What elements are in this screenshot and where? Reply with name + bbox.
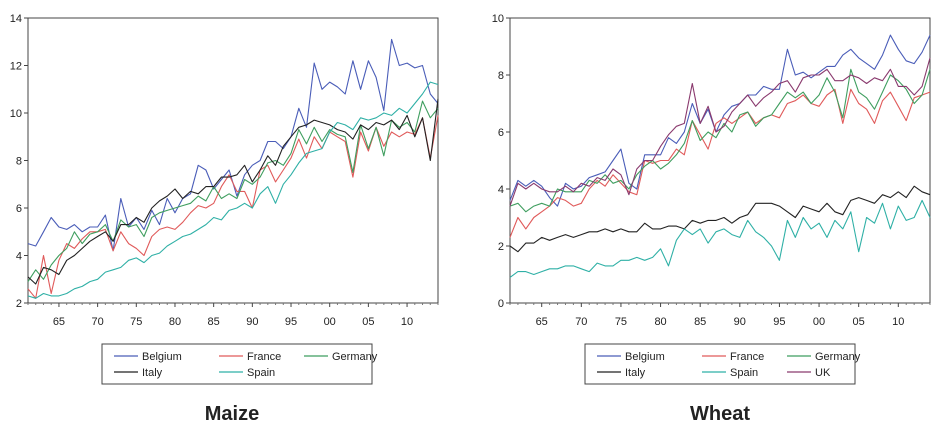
maize-series-group <box>27 38 439 299</box>
wheat-y-tick-label: 0 <box>498 298 504 310</box>
maize-x-tick-label: 70 <box>91 316 103 328</box>
maize-legend-label: Spain <box>247 367 275 379</box>
maize-panel: 2 4 6 8 10 12 14 65 70 75 80 85 90 95 00 05 10 Belgium F… <box>10 13 439 425</box>
maize-legend-box <box>101 343 373 385</box>
maize-x-tick-label: 05 <box>362 316 374 328</box>
maize-y-tick-label: 4 <box>16 251 22 263</box>
maize-y-tick-label: 2 <box>16 298 22 310</box>
wheat-panel: 0 2 4 6 8 10 65 70 75 80 85 90 95 00 05 10 Belgium Fran… <box>492 13 931 425</box>
maize-x-tick-label: 95 <box>285 316 297 328</box>
maize-legend-label: Italy <box>142 367 163 379</box>
maize-x-axis: 65 70 75 80 85 90 95 00 05 10 <box>27 303 439 328</box>
wheat-x-tick-label: 70 <box>575 316 587 328</box>
maize-legend-label: Belgium <box>142 351 182 363</box>
wheat-series-italy <box>509 185 931 253</box>
wheat-x-tick-label: 10 <box>892 316 904 328</box>
maize-legend-label: France <box>247 351 281 363</box>
wheat-x-axis: 65 70 75 80 85 90 95 00 05 10 <box>509 303 931 328</box>
maize-y-axis: 2 4 6 8 10 12 14 <box>10 13 28 310</box>
wheat-x-tick-label: 65 <box>536 316 548 328</box>
wheat-series-uk <box>509 57 931 207</box>
maize-series-spain <box>27 81 439 299</box>
wheat-series-germany <box>509 68 931 213</box>
maize-y-tick-label: 6 <box>16 203 22 215</box>
wheat-x-tick-label: 95 <box>773 316 785 328</box>
maize-y-tick-label: 8 <box>16 156 22 168</box>
wheat-y-tick-label: 2 <box>498 241 504 253</box>
wheat-x-tick-label: 05 <box>853 316 865 328</box>
maize-y-tick-label: 14 <box>10 13 22 25</box>
maize-caption: Maize <box>205 403 259 425</box>
maize-y-tick-label: 10 <box>10 108 22 120</box>
wheat-series-spain <box>509 199 931 278</box>
wheat-x-tick-label: 75 <box>615 316 627 328</box>
maize-y-tick-label: 12 <box>10 61 22 73</box>
wheat-y-axis: 0 2 4 6 8 10 <box>492 13 510 310</box>
wheat-x-tick-label: 00 <box>813 316 825 328</box>
wheat-legend-box <box>584 343 856 385</box>
maize-x-tick-label: 10 <box>401 316 413 328</box>
wheat-legend: Belgium France Germany Italy Spain UK <box>597 351 861 379</box>
maize-x-tick-label: 65 <box>53 316 65 328</box>
maize-x-tick-label: 85 <box>208 316 220 328</box>
wheat-plot-frame <box>509 17 931 304</box>
wheat-y-tick-label: 8 <box>498 70 504 82</box>
wheat-legend-label: Germany <box>815 351 861 363</box>
maize-x-tick-label: 00 <box>324 316 336 328</box>
wheat-legend-label: Spain <box>730 367 758 379</box>
wheat-series-group <box>509 34 931 278</box>
wheat-y-tick-label: 6 <box>498 127 504 139</box>
maize-x-tick-label: 80 <box>169 316 181 328</box>
maize-x-tick-label: 75 <box>130 316 142 328</box>
wheat-series-france <box>509 88 931 238</box>
wheat-y-tick-label: 10 <box>492 13 504 25</box>
wheat-series-belgium <box>509 34 931 207</box>
maize-series-germany <box>27 100 439 282</box>
maize-plot-frame <box>27 17 439 304</box>
maize-legend: Belgium France Germany Italy Spain <box>114 351 378 379</box>
wheat-legend-label: UK <box>815 367 831 379</box>
wheat-legend-label: Belgium <box>625 351 665 363</box>
wheat-legend-label: Italy <box>625 367 646 379</box>
wheat-caption: Wheat <box>690 403 750 425</box>
maize-x-tick-label: 90 <box>246 316 258 328</box>
wheat-legend-label: France <box>730 351 764 363</box>
wheat-x-tick-label: 80 <box>654 316 666 328</box>
maize-legend-label: Germany <box>332 351 378 363</box>
wheat-x-tick-label: 85 <box>694 316 706 328</box>
wheat-x-tick-label: 90 <box>734 316 746 328</box>
maize-series-italy <box>27 98 439 285</box>
wheat-y-tick-label: 4 <box>498 184 504 196</box>
